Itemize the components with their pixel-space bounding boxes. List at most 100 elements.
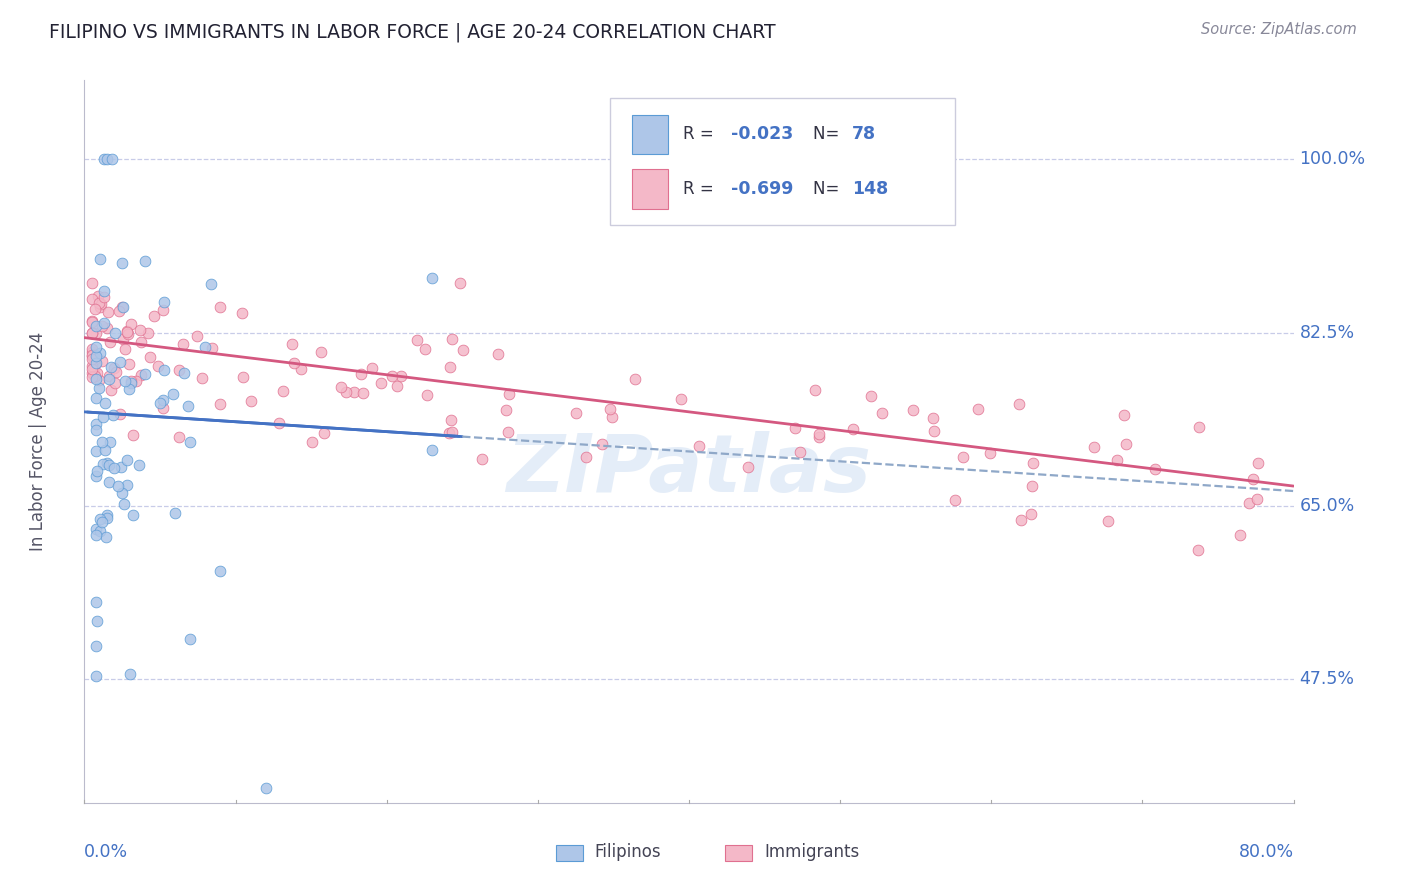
Point — [82, 351, 104, 366]
Bar — [633, 114, 668, 154]
Point — [80, 345, 103, 359]
Point — [1008, 397, 1031, 411]
Point — [413, 342, 436, 356]
Point — [1143, 461, 1166, 475]
Point — [98, 434, 121, 449]
Point — [870, 405, 893, 419]
Point — [94, 442, 117, 457]
Point — [301, 435, 323, 450]
Text: 100.0%: 100.0% — [1299, 151, 1365, 169]
Point — [89, 512, 111, 526]
Point — [89, 300, 111, 314]
Point — [86, 319, 108, 334]
Point — [167, 429, 190, 443]
Point — [90, 297, 112, 311]
Point — [789, 444, 811, 458]
Point — [87, 373, 110, 387]
Point — [146, 359, 169, 374]
Point — [496, 425, 519, 439]
Point — [101, 409, 124, 423]
Point — [194, 340, 217, 354]
Point — [783, 421, 806, 435]
Point — [575, 450, 598, 464]
Point — [125, 374, 148, 388]
Bar — [555, 845, 582, 861]
Point — [86, 614, 108, 628]
Point — [91, 457, 114, 471]
Text: FILIPINO VS IMMIGRANTS IN LABOR FORCE | AGE 20-24 CORRELATION CHART: FILIPINO VS IMMIGRANTS IN LABOR FORCE | … — [49, 22, 776, 42]
Point — [98, 372, 121, 386]
Point — [98, 458, 121, 472]
Point — [471, 451, 494, 466]
Point — [84, 326, 107, 340]
Point — [420, 271, 443, 285]
Point — [177, 399, 200, 413]
Point — [600, 409, 623, 424]
Point — [80, 326, 103, 340]
Point — [98, 334, 121, 349]
Point — [451, 343, 474, 357]
Point — [111, 300, 134, 314]
Point — [208, 300, 231, 314]
Point — [1237, 496, 1260, 510]
Point — [108, 407, 131, 421]
Point — [129, 368, 152, 383]
Point — [89, 252, 111, 266]
Point — [89, 524, 111, 539]
Point — [115, 478, 138, 492]
Point — [439, 359, 461, 374]
Point — [860, 389, 883, 403]
Point — [1229, 528, 1251, 542]
Point — [83, 362, 105, 376]
Point — [165, 506, 187, 520]
Point — [86, 522, 108, 536]
Point — [118, 382, 141, 396]
Text: Immigrants: Immigrants — [763, 843, 859, 861]
Point — [94, 530, 117, 544]
Point — [1241, 472, 1264, 486]
Point — [564, 406, 586, 420]
Point — [122, 508, 145, 522]
Point — [1114, 408, 1136, 422]
Point — [103, 461, 125, 475]
Point — [96, 456, 118, 470]
Point — [1187, 543, 1209, 558]
Text: -0.699: -0.699 — [731, 179, 793, 198]
Point — [80, 314, 103, 328]
Point — [979, 445, 1001, 459]
Point — [86, 640, 108, 654]
Point — [1019, 507, 1042, 521]
Point — [688, 439, 710, 453]
Text: R =: R = — [683, 179, 718, 198]
Point — [86, 392, 108, 406]
Point — [239, 393, 262, 408]
Point — [117, 324, 139, 338]
Point — [1247, 456, 1270, 470]
Point — [87, 381, 110, 395]
Point — [83, 348, 105, 362]
Point — [94, 396, 117, 410]
Point — [120, 375, 142, 389]
Point — [98, 368, 121, 383]
Point — [737, 460, 759, 475]
Point — [100, 153, 122, 167]
Point — [271, 384, 294, 398]
Point — [89, 296, 111, 310]
Point — [111, 256, 134, 270]
Point — [142, 310, 165, 324]
Point — [283, 355, 305, 369]
Point — [89, 346, 111, 360]
Point — [943, 493, 966, 508]
Point — [281, 337, 304, 351]
Point — [599, 402, 621, 417]
Point — [83, 301, 105, 316]
Point — [370, 376, 392, 390]
Point — [96, 510, 118, 524]
Point — [80, 370, 103, 384]
Point — [209, 397, 232, 411]
Point — [111, 300, 134, 314]
Point — [80, 326, 103, 340]
Point — [118, 667, 141, 681]
Point — [1115, 437, 1137, 451]
Text: 47.5%: 47.5% — [1299, 670, 1354, 688]
